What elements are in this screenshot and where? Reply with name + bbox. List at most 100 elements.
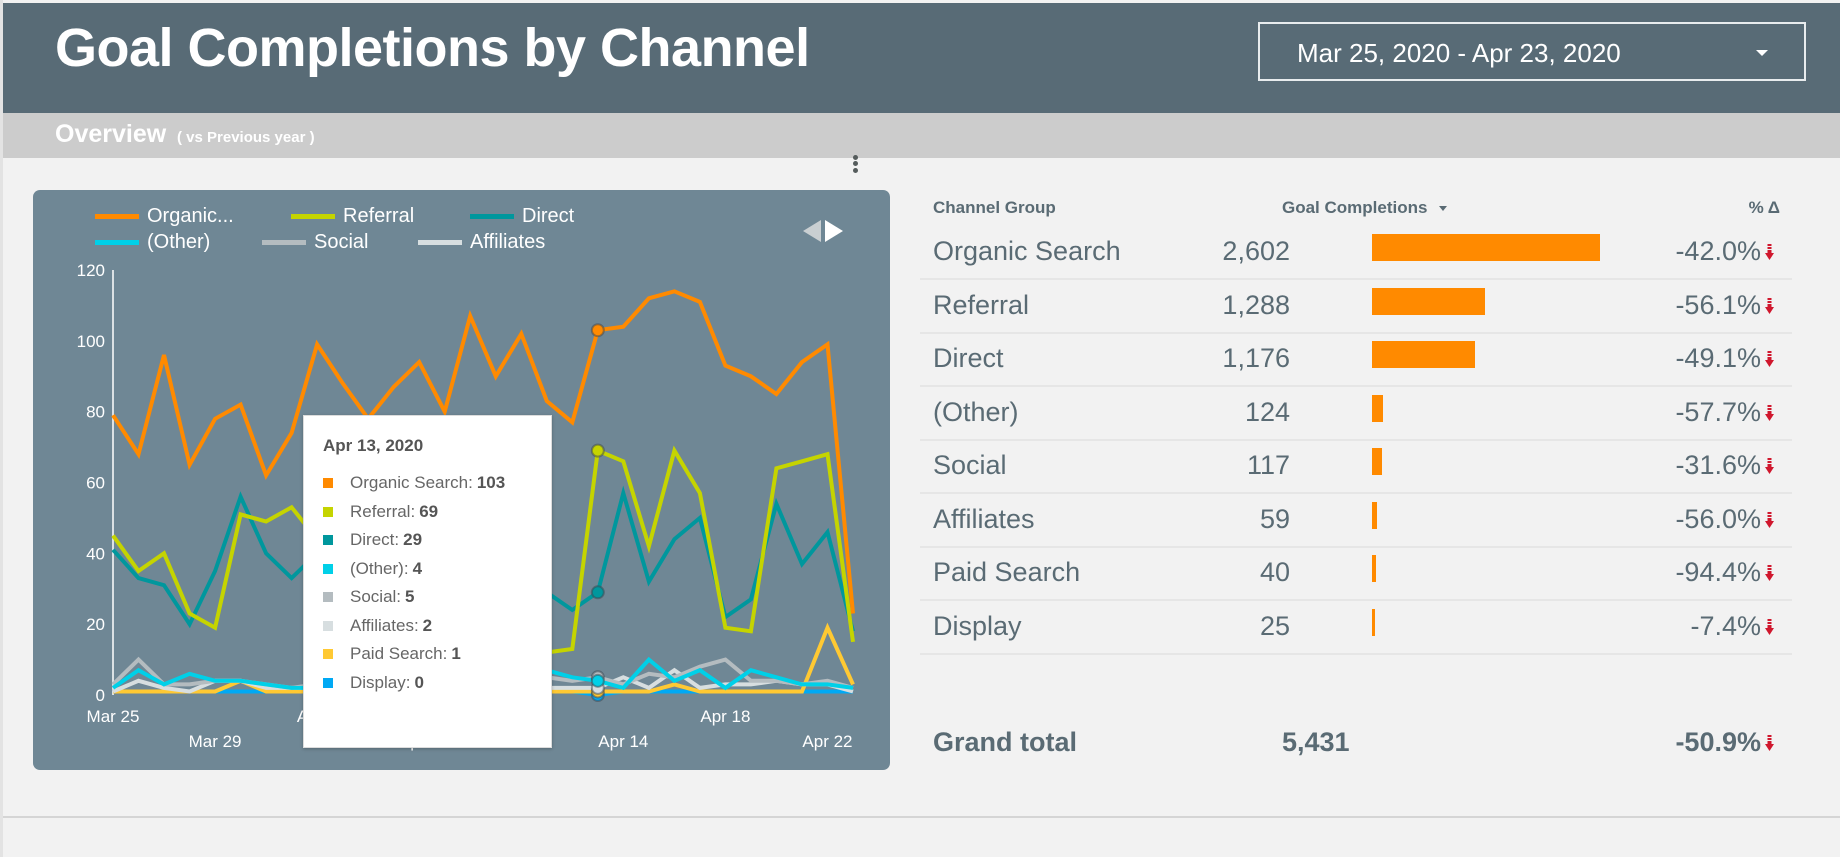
legend-item[interactable]: Social xyxy=(262,231,368,254)
tooltip-label: (Other): xyxy=(350,558,409,578)
table-row[interactable]: Direct 1,176 -49.1% xyxy=(920,334,1792,387)
tooltip-swatch xyxy=(323,478,333,488)
x-tick-label: Apr 22 xyxy=(802,732,852,751)
tooltip-label: Affiliates: xyxy=(350,615,419,635)
goal-completions-bar xyxy=(1372,501,1378,529)
channel-name: (Other) xyxy=(933,396,1019,427)
y-tick-label: 100 xyxy=(77,332,105,351)
legend-label: (Other) xyxy=(147,231,211,253)
tooltip-label: Paid Search: xyxy=(350,644,448,663)
channel-name: Direct xyxy=(933,343,1004,373)
column-header-goal-completions-label: Goal Completions xyxy=(1282,198,1428,217)
channel-name: Display xyxy=(933,610,1022,641)
tooltip-value: 103 xyxy=(476,473,506,492)
legend-item[interactable]: Organic... xyxy=(95,205,234,228)
tooltip-swatch xyxy=(323,535,333,545)
y-tick-label: 0 xyxy=(96,686,105,705)
percent-change-value: -56.0% xyxy=(1675,503,1761,534)
goal-completions-value: 1,288 xyxy=(1222,289,1290,320)
tooltip-row: Display: 0 xyxy=(323,673,424,693)
percent-change-value: -94.4% xyxy=(1675,557,1761,587)
legend-label: Organic... xyxy=(147,205,234,227)
tooltip-swatch xyxy=(323,506,333,517)
channel-name: Social xyxy=(933,450,1007,480)
report-header: Goal Completions by Channel Mar 25, 2020… xyxy=(3,3,1840,113)
grand-total-delta: -50.9% xyxy=(1675,727,1761,757)
percent-change-value: -31.6% xyxy=(1675,450,1761,480)
tooltip-value: 4 xyxy=(412,558,423,578)
hover-point-marker xyxy=(590,323,605,338)
tooltip-row: Affiliates: 2 xyxy=(323,616,432,636)
goal-completions-value: 2,602 xyxy=(1222,236,1290,266)
legend-label: Affiliates xyxy=(470,231,546,253)
table-row[interactable]: Referral 1,288 -56.1% xyxy=(920,281,1792,334)
tooltip-label: Organic Search: xyxy=(350,473,473,492)
tooltip-swatch xyxy=(323,649,333,659)
column-header-goal-completions[interactable]: Goal Completions xyxy=(1282,198,1448,218)
tooltip-value: 29 xyxy=(403,530,423,549)
goal-completions-value: 124 xyxy=(1244,396,1290,427)
date-range-value: Mar 25, 2020 - Apr 23, 2020 xyxy=(1297,38,1621,68)
grand-total-row: Grand total 5,431 -50.9% xyxy=(920,727,1792,767)
tooltip-label: Direct: xyxy=(350,530,400,549)
page-title: Goal Completions by Channel xyxy=(55,18,810,78)
legend-pagination xyxy=(803,220,843,242)
y-tick-label: 20 xyxy=(86,615,105,634)
legend-item[interactable]: Direct xyxy=(470,205,574,228)
table-row[interactable]: Paid Search 40 -94.4% xyxy=(920,548,1792,601)
channel-name: Organic Search xyxy=(933,236,1121,266)
goal-completions-bar xyxy=(1372,555,1376,582)
column-header-delta[interactable]: % Δ xyxy=(1748,198,1780,217)
table-row[interactable]: Display 25 -7.4% xyxy=(920,602,1792,655)
date-range-picker[interactable]: Mar 25, 2020 - Apr 23, 2020 xyxy=(1258,22,1806,81)
tooltip-value: 5 xyxy=(405,587,415,606)
column-header-channel[interactable]: Channel Group xyxy=(933,198,1056,217)
goal-completions-bar xyxy=(1372,234,1600,261)
section-title: Overview xyxy=(55,120,167,148)
more-options-icon[interactable] xyxy=(850,153,860,177)
table-row[interactable]: Affiliates 59 -56.0% xyxy=(920,495,1792,548)
y-tick-label: 120 xyxy=(77,261,105,280)
legend-item[interactable]: Referral xyxy=(291,205,414,228)
tooltip-swatch xyxy=(323,677,333,688)
legend-label: Referral xyxy=(343,205,415,227)
goal-completions-bar xyxy=(1372,448,1383,475)
grand-total-value: 5,431 xyxy=(1282,727,1350,757)
tooltip-row: Organic Search: 103 xyxy=(323,473,505,493)
x-tick-label: Apr 18 xyxy=(700,707,750,726)
goal-completions-bar xyxy=(1372,608,1375,636)
chevron-down-icon xyxy=(1756,50,1768,56)
down-arrow-icon xyxy=(1765,404,1774,421)
tooltip-value: 2 xyxy=(422,615,433,635)
legend-next-icon[interactable] xyxy=(825,220,843,242)
goal-completions-bar xyxy=(1372,341,1475,368)
legend-item[interactable]: (Other) xyxy=(95,231,210,254)
series-line[interactable] xyxy=(111,289,855,614)
legend-prev-icon[interactable] xyxy=(803,220,821,242)
tooltip-row: Referral: 69 xyxy=(323,502,438,522)
table-row[interactable]: Organic Search 2,602 -42.0% xyxy=(920,227,1792,280)
goal-completions-value: 117 xyxy=(1246,450,1290,480)
goal-completions-value: 59 xyxy=(1259,503,1290,534)
sort-desc-icon xyxy=(1439,205,1448,211)
tooltip-label: Social: xyxy=(350,587,402,606)
grand-total-label: Grand total xyxy=(933,727,1078,757)
down-arrow-icon xyxy=(1765,351,1774,367)
tooltip-swatch xyxy=(323,592,333,602)
tooltip-swatch xyxy=(323,620,333,631)
tooltip-value: 0 xyxy=(414,672,424,692)
tooltip-label: Referral: xyxy=(350,501,416,521)
tooltip-swatch xyxy=(323,563,333,574)
scrollbar-track[interactable] xyxy=(1840,0,1847,857)
goal-completions-value: 25 xyxy=(1259,610,1290,641)
table-row[interactable]: Social 117 -31.6% xyxy=(920,441,1792,494)
percent-change-value: -56.1% xyxy=(1675,289,1761,320)
hover-point-marker xyxy=(590,585,605,600)
table-row[interactable]: (Other) 124 -57.7% xyxy=(920,388,1792,441)
down-arrow-icon xyxy=(1765,244,1774,260)
legend-swatch xyxy=(470,214,514,219)
chart-legend: Organic... Referral Direct (Other) Social Aff… xyxy=(33,190,890,270)
legend-item[interactable]: Affiliates xyxy=(418,231,545,254)
down-arrow-icon xyxy=(1765,458,1774,474)
tooltip-row: Paid Search: 1 xyxy=(323,644,461,664)
